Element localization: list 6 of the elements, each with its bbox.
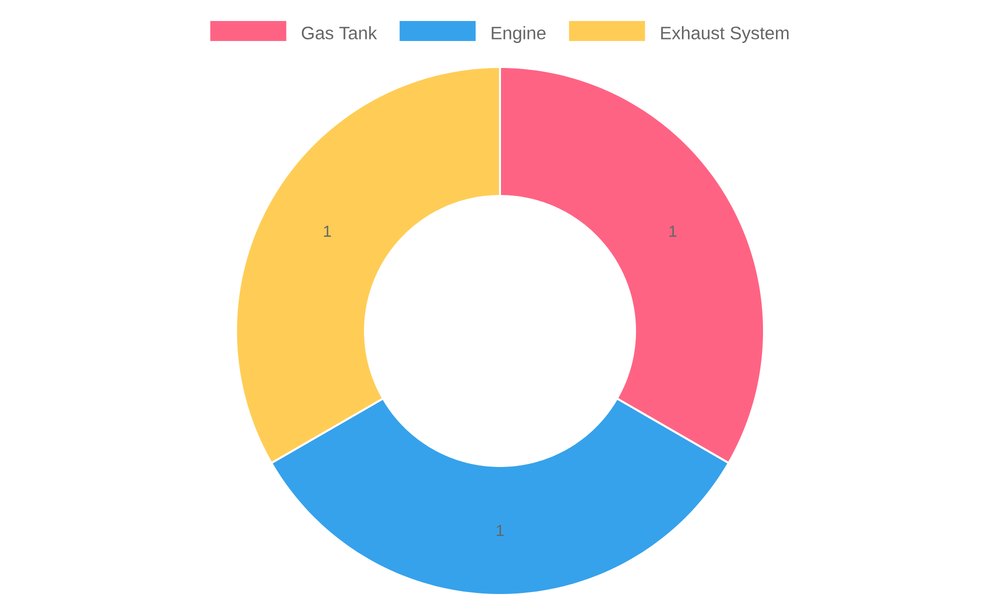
data-label: 1 — [324, 226, 331, 237]
data-label: 1 — [670, 226, 676, 237]
data-label: 1 — [496, 525, 504, 536]
legend-label: Gas Tank — [302, 26, 378, 40]
legend-label: Engine — [492, 26, 546, 43]
legend-label: Exhaust System — [661, 26, 789, 43]
